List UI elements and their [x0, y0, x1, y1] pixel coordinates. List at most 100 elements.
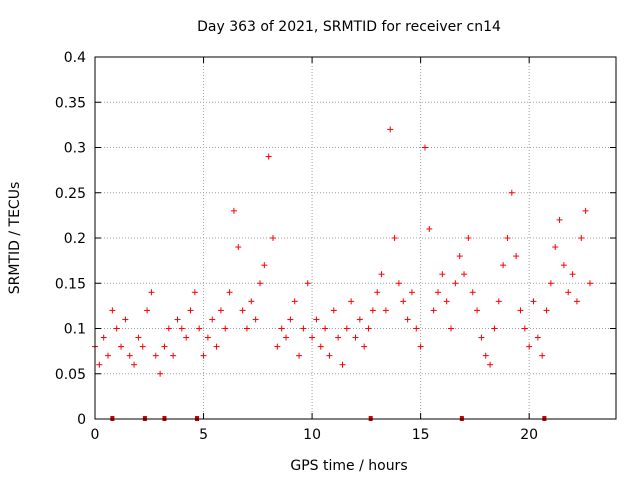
data-point	[300, 325, 307, 332]
data-point	[378, 271, 385, 278]
data-point	[534, 334, 541, 341]
y-tick-label: 0.15	[55, 276, 86, 292]
data-point	[161, 343, 168, 350]
data-point	[152, 352, 159, 359]
data-point	[243, 325, 250, 332]
data-point	[165, 325, 172, 332]
data-point	[326, 352, 333, 359]
data-point	[252, 316, 259, 323]
data-point	[304, 280, 311, 287]
data-point	[109, 307, 116, 314]
data-point	[144, 307, 151, 314]
data-point	[547, 280, 554, 287]
x-axis-label: GPS time / hours	[290, 458, 407, 474]
data-point	[235, 244, 242, 251]
data-point	[270, 235, 277, 241]
y-tick-label: 0	[77, 412, 86, 428]
y-tick-label: 0.1	[64, 322, 86, 338]
data-point	[434, 289, 441, 296]
data-point	[148, 289, 155, 296]
data-point	[261, 262, 268, 269]
data-point	[135, 334, 142, 341]
data-point	[313, 316, 320, 323]
data-point	[230, 207, 237, 214]
data-point	[474, 307, 481, 314]
data-point	[426, 225, 433, 232]
data-point	[178, 325, 185, 332]
data-point	[365, 325, 372, 332]
data-point	[504, 235, 511, 241]
data-point	[122, 316, 129, 323]
data-point	[296, 352, 303, 359]
data-point	[361, 343, 368, 350]
data-point	[508, 189, 515, 196]
data-point	[226, 289, 233, 296]
data-point	[439, 271, 446, 278]
x-tick-label: 5	[199, 427, 208, 443]
y-tick-label: 0.2	[64, 231, 86, 247]
tick-layer: 0 0.05 0.1 0.15 0.2 0.25 0.3 0.35 0.4 0 5 10 15 20	[55, 50, 616, 443]
data-point	[317, 343, 324, 350]
y-tick-label: 0.25	[55, 186, 86, 202]
data-point	[352, 334, 359, 341]
data-point	[391, 235, 398, 241]
data-point	[461, 271, 468, 278]
data-point	[448, 325, 455, 332]
data-point	[556, 216, 563, 223]
data-point	[265, 153, 272, 160]
data-point	[408, 289, 415, 296]
data-point	[404, 316, 411, 323]
data-point	[113, 325, 120, 332]
data-point	[200, 352, 207, 359]
data-points	[92, 126, 593, 377]
chart-title: Day 363 of 2021, SRMTID for receiver cn1…	[197, 19, 501, 35]
data-point	[586, 280, 593, 287]
data-point	[374, 289, 381, 296]
data-point	[456, 253, 463, 260]
data-point	[330, 307, 337, 314]
data-point	[309, 334, 316, 341]
data-point	[421, 144, 428, 151]
data-point	[582, 207, 589, 214]
data-point	[217, 307, 224, 314]
data-point	[382, 307, 389, 314]
data-point	[209, 316, 216, 323]
x-tick-label: 0	[91, 427, 100, 443]
grid-layer	[95, 57, 616, 419]
data-point	[222, 325, 229, 332]
y-tick-label: 0.3	[64, 141, 86, 157]
data-point	[560, 262, 567, 269]
data-point	[283, 334, 290, 341]
data-point	[100, 334, 107, 341]
data-point	[539, 352, 546, 359]
data-point	[487, 361, 494, 368]
data-point	[139, 343, 146, 350]
data-point	[521, 325, 528, 332]
data-point	[573, 298, 580, 305]
data-point	[239, 307, 246, 314]
data-point	[274, 343, 281, 350]
data-point	[196, 325, 203, 332]
y-axis-label: SRMTID / TECUs	[7, 182, 23, 295]
y-tick-label: 0.35	[55, 95, 86, 111]
data-point	[491, 325, 498, 332]
data-point	[526, 343, 533, 350]
data-point	[291, 298, 298, 305]
data-point	[465, 235, 472, 241]
data-point	[530, 298, 537, 305]
data-point	[543, 307, 550, 314]
data-point	[578, 235, 585, 241]
data-point	[96, 361, 103, 368]
data-point	[335, 334, 342, 341]
y-tick-label: 0.4	[64, 50, 86, 66]
data-point	[495, 298, 502, 305]
data-point	[187, 307, 194, 314]
data-point	[204, 334, 211, 341]
data-point	[170, 352, 177, 359]
data-point	[183, 334, 190, 341]
data-point	[469, 289, 476, 296]
data-point	[157, 370, 164, 377]
data-point	[256, 280, 263, 287]
data-point	[417, 343, 424, 350]
